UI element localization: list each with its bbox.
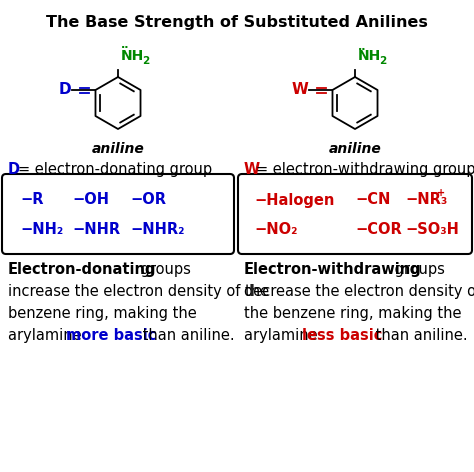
Text: groups: groups — [390, 262, 445, 277]
Text: the benzene ring, making the: the benzene ring, making the — [244, 306, 462, 321]
Text: less basic: less basic — [302, 328, 383, 343]
Text: −CN: −CN — [355, 193, 391, 208]
Text: W: W — [244, 162, 260, 177]
Text: The Base Strength of Substituted Anilines: The Base Strength of Substituted Aniline… — [46, 15, 428, 30]
Text: ··: ·· — [121, 43, 129, 53]
Text: −OR: −OR — [130, 193, 166, 208]
Text: −NHR: −NHR — [72, 222, 120, 237]
Text: more basic: more basic — [66, 328, 156, 343]
Text: decrease the electron density of: decrease the electron density of — [244, 284, 474, 299]
Text: −NR₃: −NR₃ — [405, 193, 447, 208]
Text: arylamine: arylamine — [244, 328, 322, 343]
Text: 2: 2 — [379, 56, 386, 66]
Text: Electron-withdrawing: Electron-withdrawing — [244, 262, 422, 277]
Text: −NHR₂: −NHR₂ — [130, 222, 184, 237]
Text: D: D — [59, 83, 72, 98]
Text: D: D — [8, 162, 20, 177]
Text: +: + — [437, 188, 445, 198]
Text: than aniline.: than aniline. — [371, 328, 468, 343]
Text: W: W — [292, 83, 309, 98]
Text: −Halogen: −Halogen — [254, 193, 334, 208]
Text: groups: groups — [136, 262, 191, 277]
Text: −NH₂: −NH₂ — [20, 222, 63, 237]
Text: NH: NH — [121, 49, 144, 63]
Text: = electron-donating group: = electron-donating group — [18, 162, 212, 177]
Text: increase the electron density of the: increase the electron density of the — [8, 284, 269, 299]
Text: arylamine: arylamine — [8, 328, 86, 343]
Text: NH: NH — [358, 49, 381, 63]
Text: −R: −R — [20, 193, 44, 208]
Text: Electron-donating: Electron-donating — [8, 262, 156, 277]
FancyBboxPatch shape — [2, 174, 234, 254]
Text: 2: 2 — [142, 56, 149, 66]
Text: −OH: −OH — [72, 193, 109, 208]
Text: −COR: −COR — [355, 222, 402, 237]
Text: ··: ·· — [358, 45, 366, 55]
Text: aniline: aniline — [91, 142, 145, 156]
Text: −SO₃H: −SO₃H — [405, 222, 459, 237]
Text: = electron-withdrawing group: = electron-withdrawing group — [256, 162, 474, 177]
Text: benzene ring, making the: benzene ring, making the — [8, 306, 197, 321]
Text: −NO₂: −NO₂ — [254, 222, 298, 237]
FancyBboxPatch shape — [238, 174, 472, 254]
Text: aniline: aniline — [328, 142, 382, 156]
Text: than aniline.: than aniline. — [138, 328, 235, 343]
